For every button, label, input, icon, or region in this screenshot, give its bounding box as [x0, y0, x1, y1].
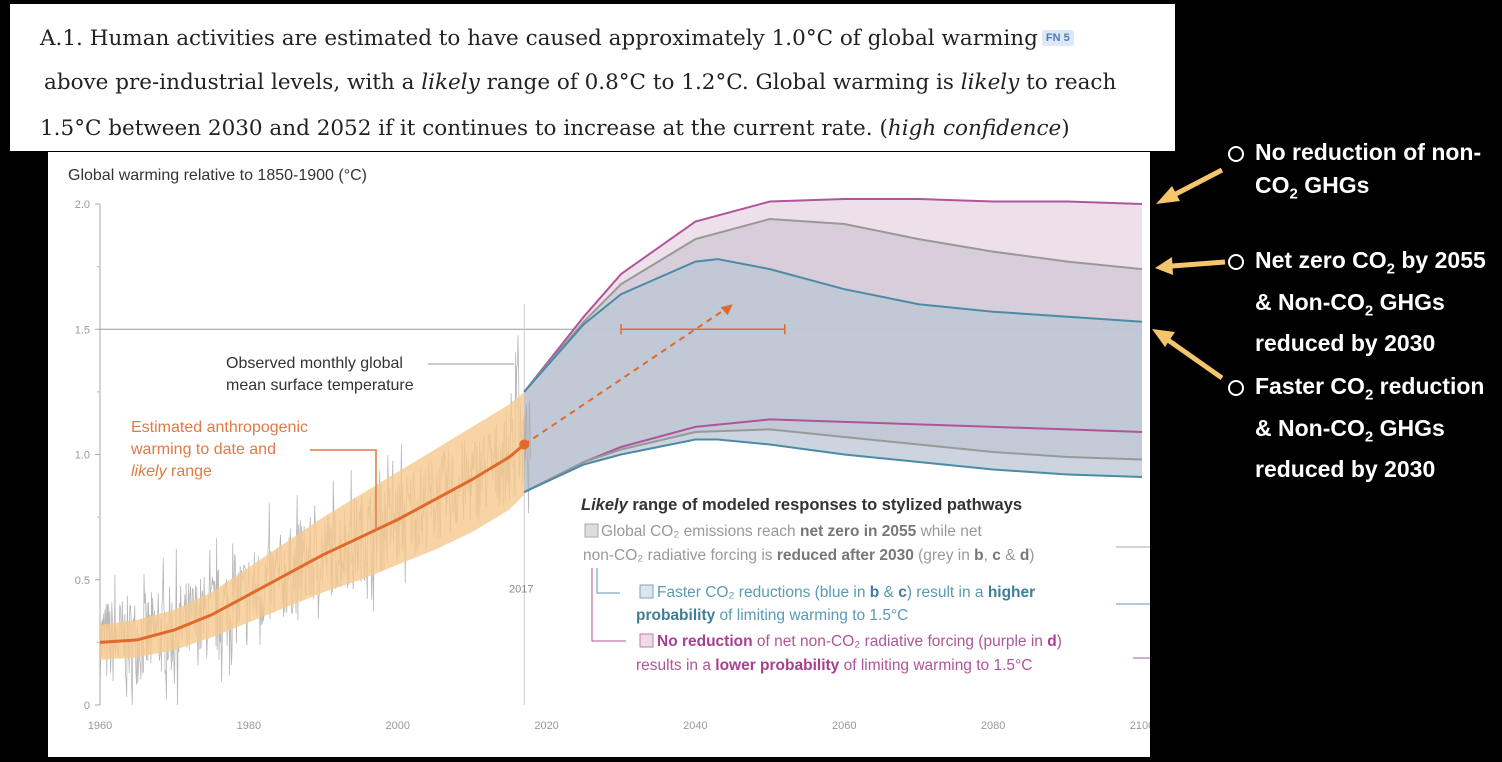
- headline-line-1: A.1. Human activities are estimated to h…: [40, 26, 1074, 51]
- legend-grey-line-2: non-CO₂ radiative forcing is reduced aft…: [583, 547, 1034, 564]
- anthropogenic-estimate-line: [99, 443, 526, 644]
- arrow-head-icon: [720, 304, 733, 316]
- current-warming-dot: [519, 439, 530, 450]
- legend-blue-line-1: Faster CO₂ reductions (blue in b & c) re…: [657, 584, 1035, 601]
- arrow-blue-callout: [1166, 337, 1224, 381]
- arrow-purple-callout: [1170, 167, 1224, 199]
- estimated-label-3: likely range: [131, 463, 212, 480]
- footnote-badge[interactable]: FN 5: [1041, 30, 1074, 46]
- legend-connector-purple: [591, 568, 626, 642]
- side-note-faster: Faster CO2 reduction & Non-CO2 GHGs reduce…: [1228, 370, 1484, 486]
- legend-title: Likely range of modeled responses to sty…: [581, 496, 1022, 514]
- warming-chart: Global warming relative to 1850-1900 (°C…: [68, 167, 1154, 732]
- band-blue: [524, 259, 1142, 493]
- legend-purple-line-1: No reduction of net non-CO₂ radiative fo…: [657, 633, 1062, 650]
- y-tick-label: 2.0: [75, 199, 90, 211]
- estimated-label-1: Estimated anthropogenic: [131, 419, 308, 436]
- legend-swatch-blue: [639, 584, 654, 599]
- bullet-icon: [1228, 254, 1244, 270]
- lower-line-blue: [523, 438, 1143, 494]
- chart-title: Global warming relative to 1850-1900 (°C…: [68, 167, 367, 184]
- legend-purple-line-2: results in a lower probability of limiti…: [636, 657, 1032, 674]
- bullet-icon: [1228, 146, 1244, 162]
- bullet-icon: [1228, 380, 1244, 396]
- year-2017-label: 2017: [509, 583, 533, 595]
- headline-line-2: above pre-industrial levels, with a like…: [44, 70, 1117, 95]
- projection-dashed-arrow: [523, 303, 734, 446]
- legend-grey-line-1: Global CO₂ emissions reach net zero in 2…: [601, 523, 982, 540]
- y-tick-label: 1.0: [75, 450, 90, 462]
- side-note-no-reduction: No reduction of non- CO2 GHGs: [1228, 136, 1481, 211]
- estimated-label-2: warming to date and: [130, 441, 276, 458]
- x-tick-label: 2040: [683, 720, 707, 732]
- headline-panel: A.1. Human activities are estimated to h…: [10, 4, 1175, 151]
- chart-panel: Global warming relative to 1850-1900 (°C…: [48, 152, 1154, 757]
- side-note-net-zero: Net zero CO2 by 2055 & Non-CO2 GHGs reduce…: [1228, 244, 1486, 360]
- x-tick-label: 2100: [1130, 720, 1150, 732]
- estimated-leader: [310, 449, 377, 530]
- x-tick-label: 1960: [88, 720, 112, 732]
- legend-connector-blue: [596, 568, 620, 594]
- observed-label-1: Observed monthly global: [226, 355, 403, 372]
- legend-swatch-grey: [584, 523, 599, 538]
- x-tick-label: 2060: [832, 720, 856, 732]
- arrow-grey-callout: [1171, 259, 1226, 269]
- y-tick-label: 1.5: [75, 324, 90, 336]
- upper-line-purple: [523, 198, 1143, 393]
- lower-line-purple: [523, 418, 1143, 493]
- upper-line-blue: [523, 258, 1143, 393]
- x-tick-label: 1980: [237, 720, 261, 732]
- x-tick-label: 2020: [534, 720, 558, 732]
- anthropogenic-likely-range: [100, 391, 525, 660]
- y-tick-label: 0: [84, 700, 90, 712]
- upper-line-grey: [523, 217, 1143, 393]
- observed-label-2: mean surface temperature: [226, 377, 414, 394]
- lower-line-grey: [523, 428, 1143, 493]
- x-tick-label: 2000: [385, 720, 409, 732]
- y-tick-label: 0.5: [75, 575, 90, 587]
- headline-line-3: 1.5°C between 2030 and 2052 if it contin…: [40, 116, 1070, 141]
- legend-swatch-purple: [639, 633, 654, 648]
- legend-blue-line-2: probability of limiting warming to 1.5°C: [636, 607, 908, 624]
- x-tick-label: 2080: [981, 720, 1005, 732]
